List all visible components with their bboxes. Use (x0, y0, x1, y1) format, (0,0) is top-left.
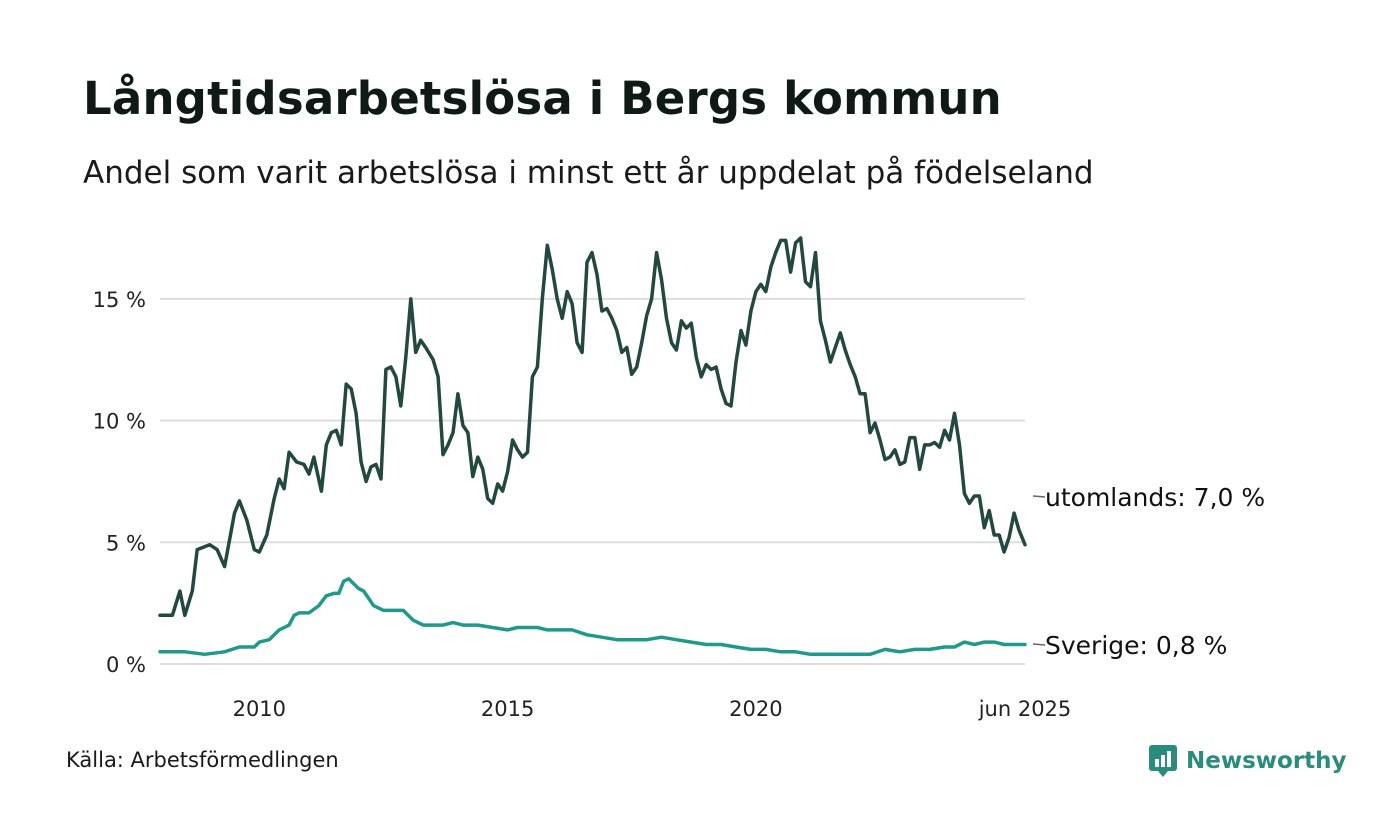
y-tick-label: 10 % (93, 410, 146, 434)
x-tick-label: 2010 (233, 697, 286, 721)
series-line-utomlands (158, 236, 1027, 618)
series-end-label: Sverige: 0,8 % (1045, 631, 1227, 660)
y-tick-label: 15 % (93, 288, 146, 312)
series-line-sverige (158, 577, 1027, 657)
x-tick-label: 2015 (481, 697, 534, 721)
brand-name: Newsworthy (1186, 748, 1347, 774)
x-tick-label: jun 2025 (978, 697, 1072, 721)
y-tick-label: 5 % (106, 531, 146, 555)
series-end-label: utomlands: 7,0 % (1045, 483, 1265, 512)
newsworthy-logo-icon (1149, 745, 1177, 777)
end-label-connector (1032, 643, 1046, 646)
x-tick-label: 2020 (729, 697, 782, 721)
end-label-connector (1032, 495, 1046, 498)
chart-title: Långtidsarbetslösa i Bergs kommun (83, 72, 1002, 125)
brand[interactable]: Newsworthy (1148, 744, 1347, 778)
y-tick-label: 0 % (106, 653, 146, 677)
source-note: Källa: Arbetsförmedlingen (66, 748, 339, 772)
chart-subtitle: Andel som varit arbetslösa i minst ett å… (83, 155, 1094, 191)
